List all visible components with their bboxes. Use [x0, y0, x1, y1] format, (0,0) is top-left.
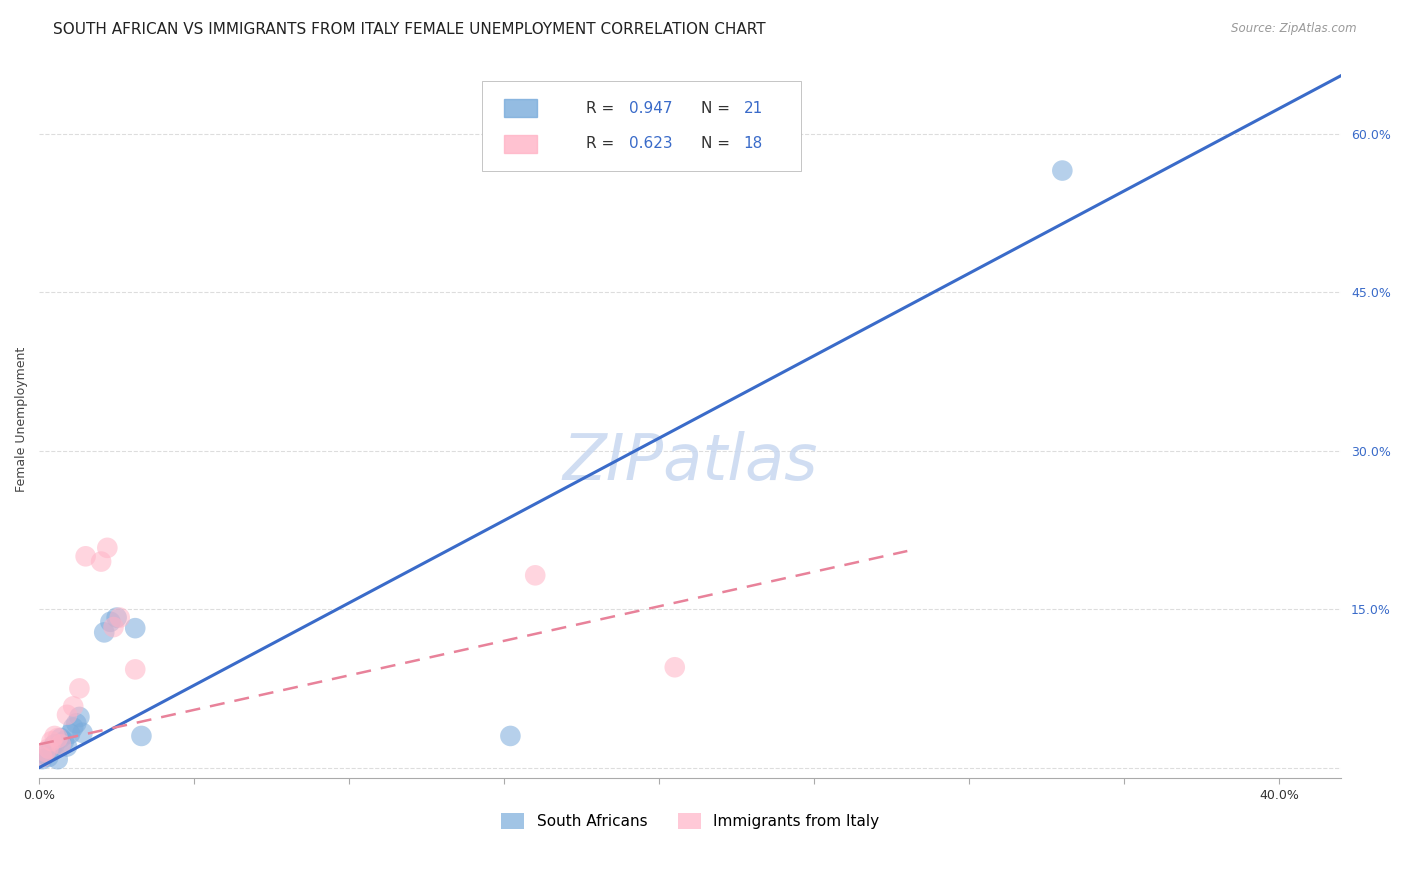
FancyBboxPatch shape	[503, 100, 537, 118]
Point	[46, 731, 69, 745]
Point	[37, 741, 59, 756]
Point	[41, 734, 63, 748]
Point	[56, 707, 79, 722]
Point	[49, 738, 72, 752]
FancyBboxPatch shape	[482, 81, 801, 171]
Point	[124, 621, 146, 635]
Point	[90, 555, 112, 569]
Point	[75, 549, 97, 564]
Point	[105, 610, 128, 624]
Point	[31, 750, 53, 764]
Text: 18: 18	[744, 136, 763, 151]
Y-axis label: Female Unemployment: Female Unemployment	[15, 346, 28, 491]
Point	[103, 620, 125, 634]
Point	[499, 729, 522, 743]
Text: ZIPatlas: ZIPatlas	[562, 431, 818, 493]
Point	[65, 716, 87, 731]
Point	[34, 747, 56, 762]
Point	[52, 734, 75, 748]
Point	[124, 662, 146, 676]
Text: R =: R =	[586, 101, 619, 116]
Point	[96, 541, 118, 555]
Point	[62, 699, 84, 714]
Text: N =: N =	[700, 101, 734, 116]
Point	[62, 721, 84, 735]
Text: 0.947: 0.947	[628, 101, 672, 116]
Text: 0.623: 0.623	[628, 136, 672, 151]
Point	[72, 726, 94, 740]
Point	[37, 750, 59, 764]
Text: SOUTH AFRICAN VS IMMIGRANTS FROM ITALY FEMALE UNEMPLOYMENT CORRELATION CHART: SOUTH AFRICAN VS IMMIGRANTS FROM ITALY F…	[53, 22, 766, 37]
Point	[46, 752, 69, 766]
Legend: South Africans, Immigrants from Italy: South Africans, Immigrants from Italy	[495, 807, 886, 835]
Point	[44, 738, 66, 752]
Point	[31, 752, 53, 766]
Point	[131, 729, 153, 743]
Point	[67, 681, 90, 696]
Point	[44, 729, 66, 743]
Text: 21: 21	[744, 101, 763, 116]
Text: R =: R =	[586, 136, 619, 151]
Point	[100, 615, 122, 629]
Point	[67, 710, 90, 724]
Point	[56, 739, 79, 754]
Point	[664, 660, 686, 674]
Point	[1052, 163, 1074, 178]
Point	[524, 568, 547, 582]
Point	[41, 741, 63, 756]
Point	[59, 727, 82, 741]
Text: N =: N =	[700, 136, 734, 151]
Point	[34, 745, 56, 759]
Point	[93, 625, 115, 640]
Text: Source: ZipAtlas.com: Source: ZipAtlas.com	[1232, 22, 1357, 36]
FancyBboxPatch shape	[503, 135, 537, 153]
Point	[108, 610, 131, 624]
Point	[49, 731, 72, 745]
